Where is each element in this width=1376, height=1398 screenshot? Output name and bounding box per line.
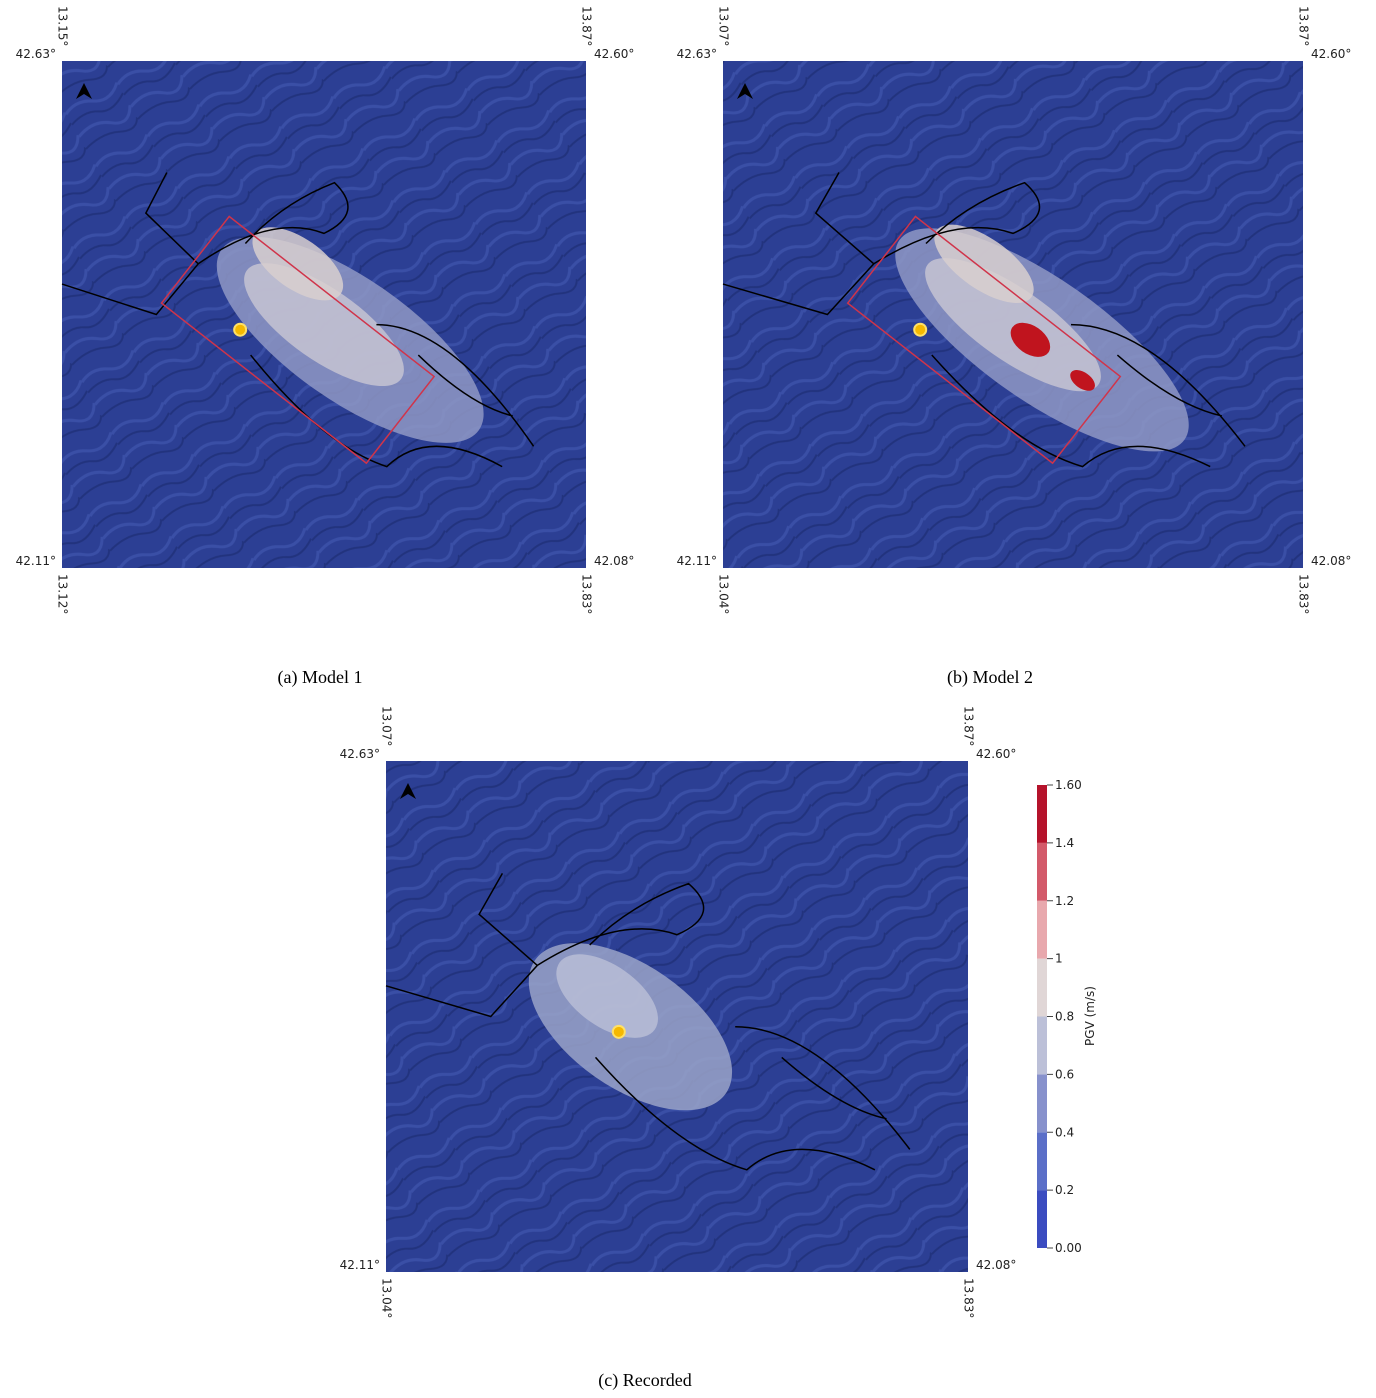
- colorbar-tick-label: 1.4: [1055, 836, 1074, 850]
- latitude-label: 42.60°: [594, 47, 634, 61]
- latitude-label: 42.63°: [677, 47, 717, 61]
- longitude-label: 13.83°: [580, 574, 594, 614]
- colorbar-band: [1037, 900, 1047, 959]
- caption: (c) Recorded: [598, 1370, 691, 1391]
- colorbar-tick-label: 1.2: [1055, 894, 1074, 908]
- latitude-label: 42.11°: [677, 554, 717, 568]
- colorbar-tick-label: 0.2: [1055, 1183, 1074, 1197]
- longitude-label: 13.07°: [380, 706, 394, 746]
- fault-outline: [722, 172, 1246, 468]
- colorbar-tick-label: 1.60: [1055, 778, 1082, 792]
- map-panel: 13.07° 13.87° 13.04° 13.83° 42.63° 42.60° 42.1…: [340, 706, 1017, 1318]
- colorbar-band: [1037, 1190, 1047, 1248]
- longitude-label: 13.87°: [580, 6, 594, 46]
- pgv-area: [556, 954, 658, 1038]
- caption: (a) Model 1: [278, 667, 363, 688]
- pgv-area: [244, 263, 404, 387]
- longitude-label: 13.83°: [962, 1278, 976, 1318]
- epicenter: [611, 1024, 626, 1039]
- latitude-label: 42.08°: [594, 554, 634, 568]
- latitude-label: 42.60°: [1311, 47, 1351, 61]
- longitude-label: 13.83°: [1297, 574, 1311, 614]
- fault-plane: [160, 215, 436, 465]
- latitude-label: 42.11°: [340, 1258, 380, 1272]
- longitude-label: 13.04°: [380, 1278, 394, 1318]
- latitude-label: 42.60°: [976, 747, 1016, 761]
- longitude-label: 13.87°: [1297, 6, 1311, 46]
- epicenter: [913, 322, 928, 337]
- map-panel: 13.07° 13.87° 13.04° 13.83° 42.63° 42.60° 42.1…: [677, 6, 1352, 614]
- pgv-peak: [1070, 370, 1095, 391]
- latitude-label: 42.11°: [16, 554, 56, 568]
- colorbar-tick-label: 0.8: [1055, 1010, 1074, 1024]
- colorbar-band: [1037, 1016, 1047, 1075]
- north-arrow: [76, 83, 92, 99]
- longitude-label: 13.04°: [717, 574, 731, 614]
- pgv-peak: [1010, 322, 1051, 357]
- north-arrow: [737, 83, 753, 99]
- colorbar-band: [1037, 1074, 1047, 1133]
- pgv-area: [925, 258, 1101, 392]
- latitude-label: 42.08°: [1311, 554, 1351, 568]
- colorbar-tick-label: 0.4: [1055, 1125, 1074, 1139]
- epicenter: [233, 322, 248, 337]
- colorbar-tick-label: 0.6: [1055, 1067, 1074, 1081]
- colorbar-band: [1037, 785, 1047, 843]
- caption: (b) Model 2: [947, 667, 1033, 688]
- colorbar-band: [1037, 1132, 1047, 1191]
- colorbar-band: [1037, 842, 1047, 901]
- latitude-label: 42.08°: [976, 1258, 1016, 1272]
- colorbar-band: [1037, 958, 1047, 1017]
- longitude-label: 13.07°: [717, 6, 731, 46]
- longitude-label: 13.87°: [962, 706, 976, 746]
- north-arrow: [400, 783, 416, 799]
- longitude-label: 13.12°: [56, 574, 70, 614]
- pgv-area: [934, 224, 1034, 304]
- fault-outline: [61, 172, 535, 468]
- pgv-area: [252, 227, 344, 301]
- colorbar-tick-label: 0.00: [1055, 1241, 1082, 1255]
- fault-outline: [385, 873, 911, 1171]
- map-panel: 13.15° 13.87° 13.12° 13.83° 42.63° 42.60° 42.1…: [16, 6, 635, 614]
- longitude-label: 13.15°: [56, 6, 70, 46]
- latitude-label: 42.63°: [16, 47, 56, 61]
- colorbar-tick-label: 1: [1055, 952, 1063, 966]
- latitude-label: 42.63°: [340, 747, 380, 761]
- fault-plane: [846, 215, 1122, 465]
- colorbar-label: PGV (m/s): [1083, 986, 1097, 1046]
